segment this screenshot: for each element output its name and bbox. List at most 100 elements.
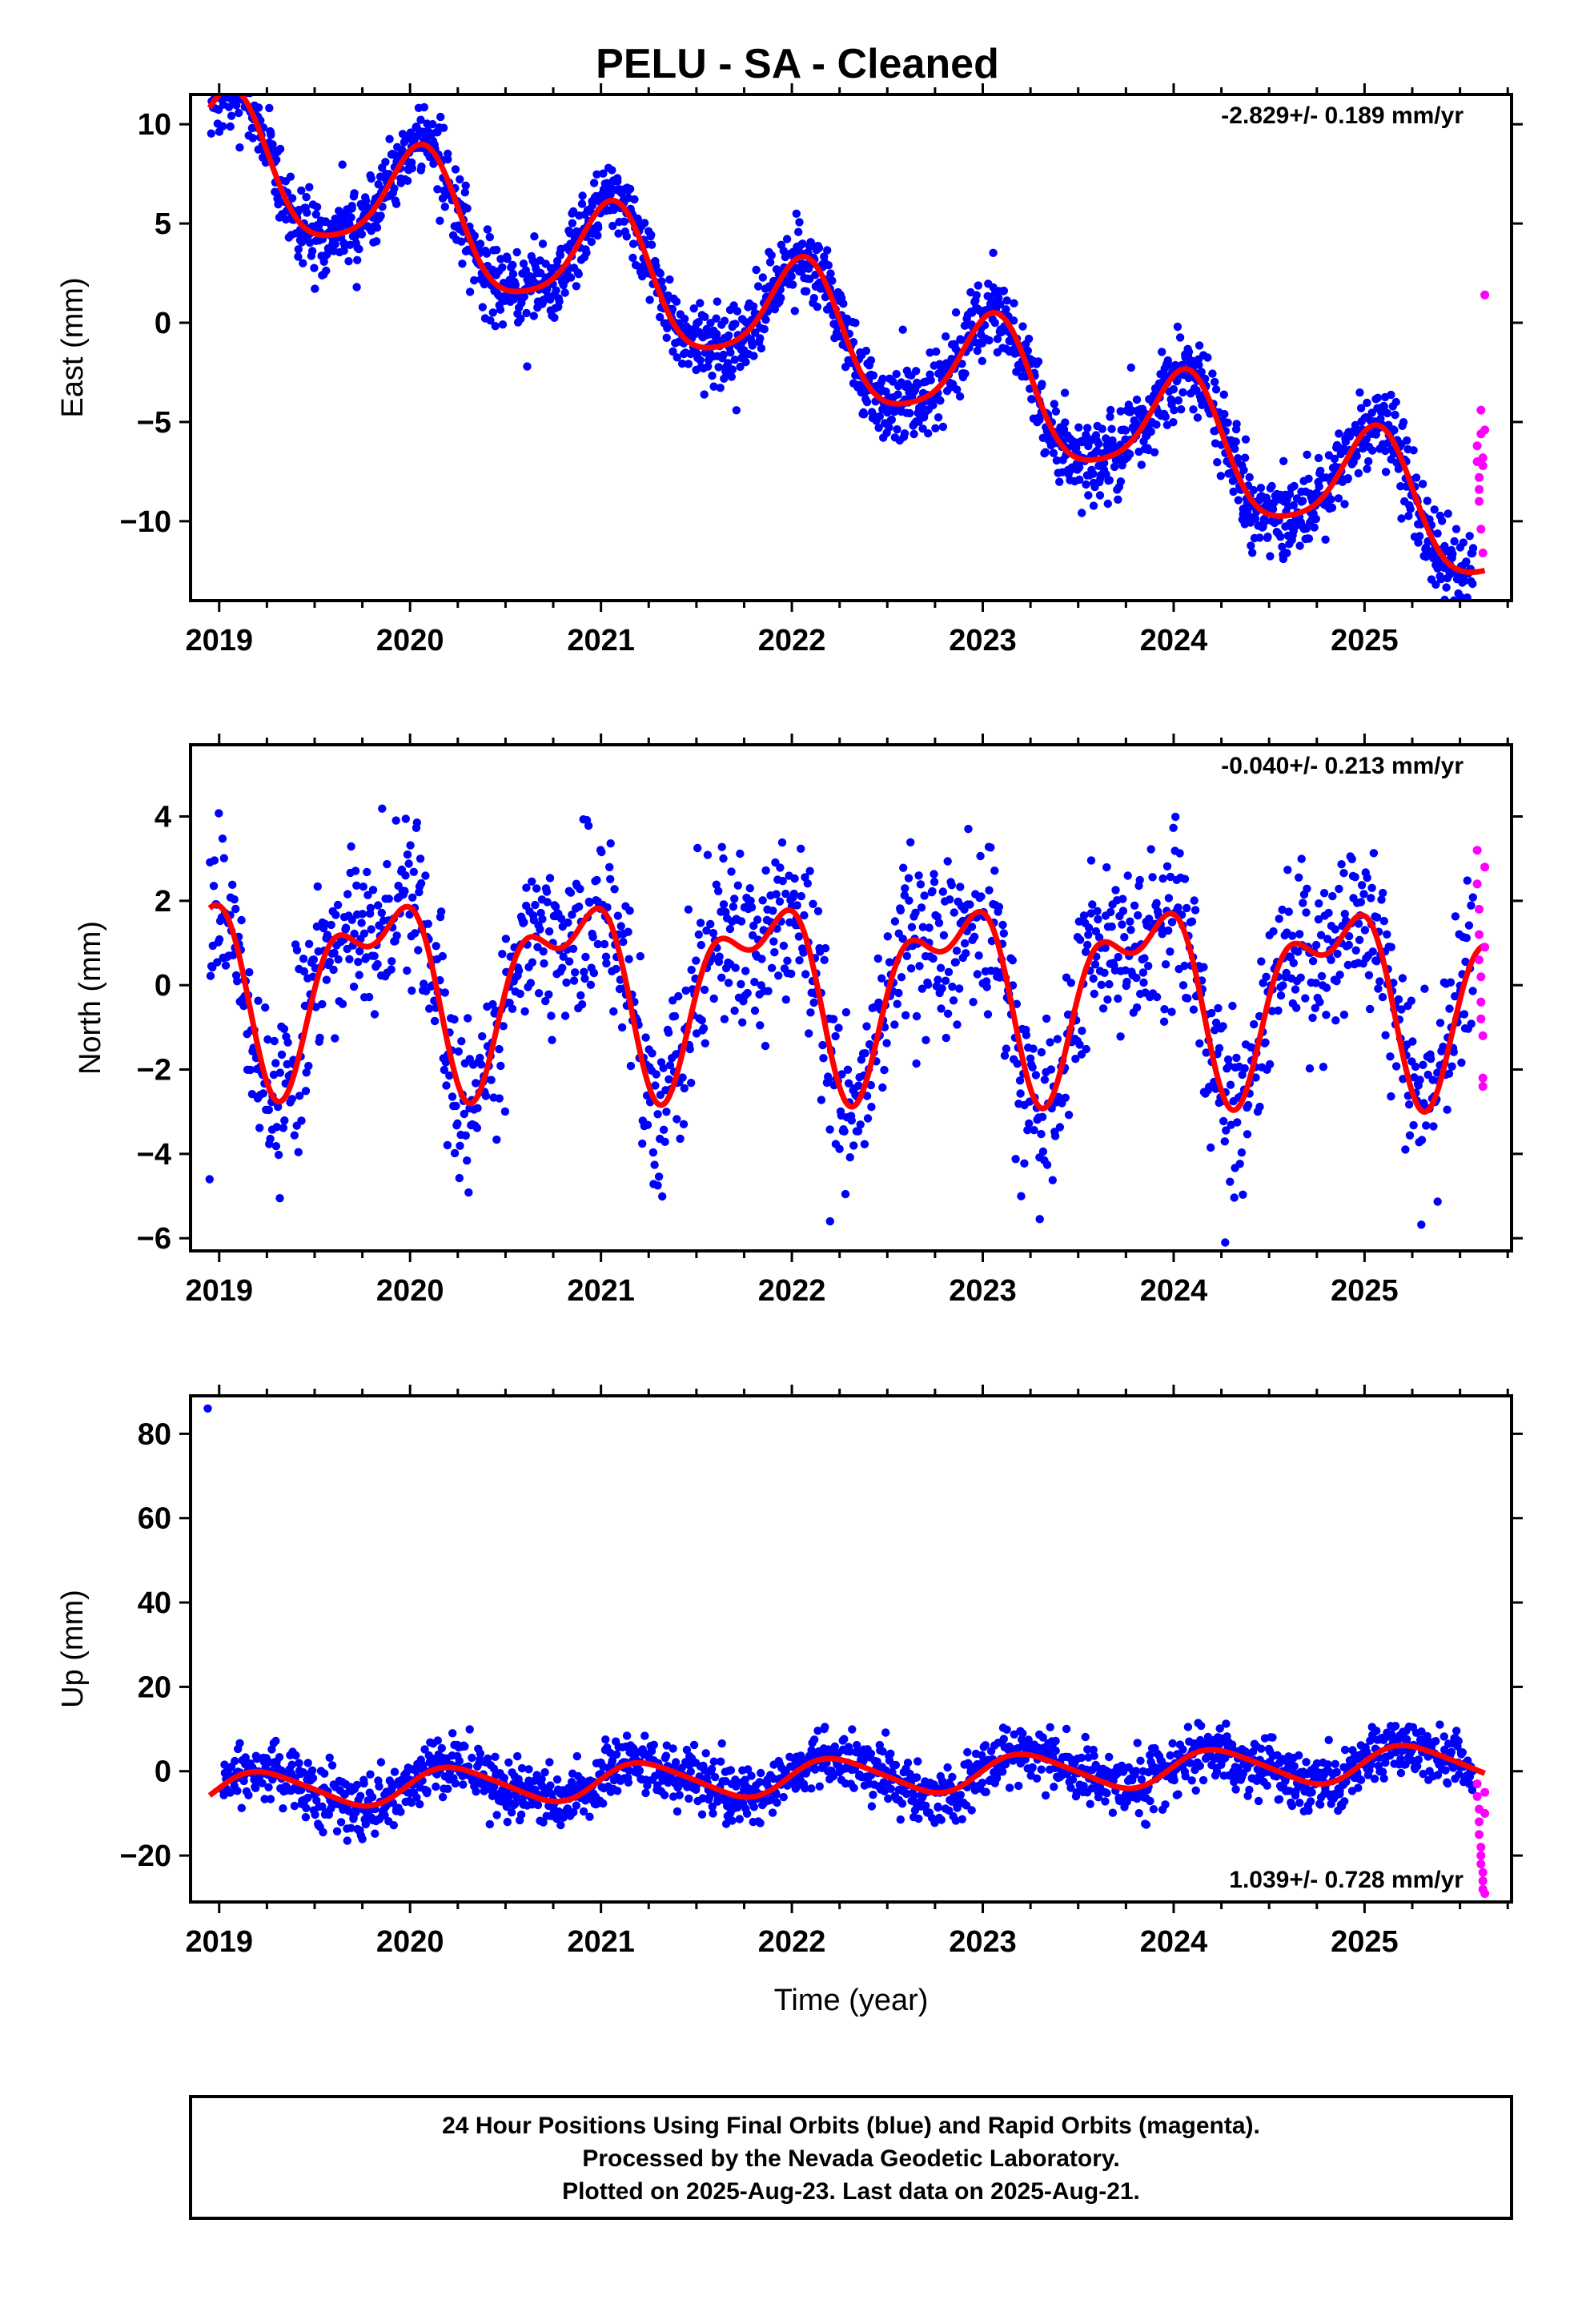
final-orbit-point [352,881,361,891]
final-orbit-point [1394,464,1403,473]
final-orbit-point [985,886,994,895]
final-orbit-point [229,78,237,86]
final-orbit-point [918,923,928,931]
final-orbit-point [439,123,448,132]
final-orbit-point [1060,388,1070,397]
final-orbit-point [853,1127,863,1136]
final-orbit-point [1447,1062,1456,1071]
final-orbit-point [556,914,566,923]
final-orbit-point [815,1782,824,1791]
final-orbit-point [765,258,775,267]
final-orbit-point [457,1037,466,1046]
final-orbit-point [300,1001,310,1011]
final-orbit-point [1035,1215,1044,1224]
final-orbit-point [1195,1039,1204,1048]
final-orbit-point [566,273,576,282]
final-orbit-point [1356,404,1366,412]
final-orbit-point [753,915,762,924]
final-orbit-point [910,1806,920,1815]
final-orbit-point [373,959,382,969]
final-orbit-point [969,998,978,1007]
final-orbit-point [1120,933,1129,942]
final-orbit-point [1367,883,1376,893]
final-orbit-point [478,303,487,312]
final-orbit-point [1031,1071,1041,1080]
final-orbit-point [776,863,785,872]
final-orbit-point [1025,1119,1034,1128]
final-orbit-point [1239,1190,1247,1200]
final-orbit-point [352,1780,362,1790]
final-orbit-point [522,308,531,318]
final-orbit-point [274,1102,283,1112]
final-orbit-point [614,229,623,238]
final-orbit-point [845,1153,854,1162]
final-orbit-point [680,1084,689,1093]
final-orbit-point [1240,453,1250,462]
final-orbit-point [416,115,425,124]
final-orbit-point [302,1068,311,1077]
final-orbit-point [585,898,594,907]
final-orbit-point [773,1798,781,1807]
final-orbit-point [613,1787,622,1795]
final-orbit-point [1178,981,1188,990]
final-orbit-point [966,900,974,909]
final-orbit-point [356,1791,365,1800]
final-orbit-point [1357,881,1367,890]
final-orbit-point [708,372,717,380]
final-orbit-point [793,901,801,910]
final-orbit-point [594,223,603,232]
final-orbit-point [1102,434,1110,443]
final-orbit-point [1038,380,1046,388]
final-orbit-point [1352,452,1361,460]
final-orbit-point [781,995,790,1004]
final-orbit-point [367,1792,377,1802]
final-orbit-point [498,950,507,959]
final-orbit-point [633,215,642,224]
final-orbit-point [512,1793,521,1802]
final-orbit-point [1220,409,1229,419]
final-orbit-point [283,1038,292,1047]
final-orbit-point [675,1791,684,1799]
final-orbit-point [491,1752,500,1761]
final-orbit-point [1433,1197,1442,1206]
final-orbit-point [223,81,231,89]
final-orbit-point [981,1741,990,1750]
final-orbit-point [951,958,961,967]
final-orbit-point [235,108,243,118]
final-orbit-point [458,259,467,268]
final-orbit-point [894,988,903,998]
final-orbit-point [460,1742,469,1751]
final-orbit-point [551,903,560,911]
final-orbit-point [1240,1063,1249,1073]
final-orbit-point [322,975,331,984]
final-orbit-point [1270,498,1279,507]
final-orbit-point [735,1815,744,1823]
final-orbit-point [433,185,442,194]
x-tick-label: 2020 [376,624,444,657]
final-orbit-point [885,423,893,432]
final-orbit-point [208,81,216,89]
final-orbit-point [1355,388,1364,397]
final-orbit-point [526,979,536,987]
final-orbit-point [1214,1003,1223,1013]
final-orbit-point [351,1808,360,1817]
final-orbit-point [376,211,385,220]
final-orbit-point [1062,1724,1071,1734]
final-orbit-point [1050,400,1059,408]
final-orbit-point [287,194,297,203]
final-orbit-point [576,991,585,1000]
final-orbit-point [952,947,962,955]
final-orbit-point [208,84,216,92]
final-orbit-point [1319,1063,1328,1072]
final-orbit-point [1121,426,1130,435]
final-orbit-point [357,919,366,927]
final-orbit-point [315,1033,324,1043]
final-orbit-point [546,1781,555,1790]
final-orbit-point [340,1790,349,1799]
final-orbit-point [209,882,219,891]
final-orbit-point [313,882,322,891]
final-orbit-point [687,1079,696,1088]
final-orbit-point [1164,926,1173,935]
final-orbit-point [1276,991,1286,1000]
final-orbit-point [265,103,274,113]
